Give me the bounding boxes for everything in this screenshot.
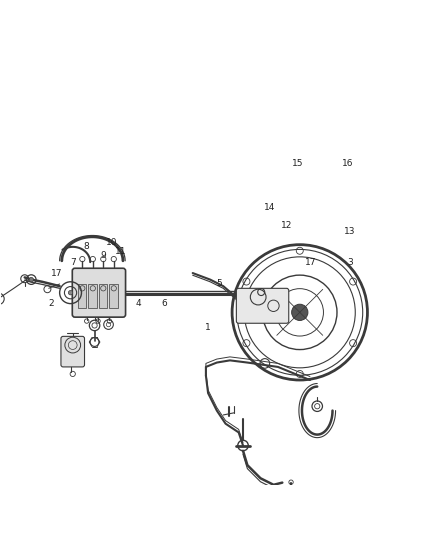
FancyBboxPatch shape — [237, 288, 289, 323]
Text: 8: 8 — [83, 243, 89, 252]
Text: 7: 7 — [70, 257, 76, 266]
FancyBboxPatch shape — [61, 336, 85, 367]
Text: 17: 17 — [51, 269, 62, 278]
Text: 15: 15 — [292, 159, 304, 168]
Text: 10: 10 — [106, 238, 118, 247]
Circle shape — [292, 304, 308, 320]
Text: 9: 9 — [100, 251, 106, 260]
Text: 14: 14 — [264, 203, 275, 212]
FancyBboxPatch shape — [72, 268, 126, 317]
Circle shape — [29, 277, 33, 282]
Text: 12: 12 — [281, 221, 292, 230]
FancyBboxPatch shape — [78, 284, 86, 309]
FancyBboxPatch shape — [99, 284, 107, 309]
FancyBboxPatch shape — [110, 284, 118, 309]
Text: 4: 4 — [135, 299, 141, 308]
Circle shape — [68, 290, 73, 295]
Text: 2: 2 — [48, 299, 54, 308]
FancyBboxPatch shape — [88, 284, 97, 309]
Text: 17: 17 — [305, 257, 316, 266]
Text: 1: 1 — [205, 323, 211, 332]
Text: 11: 11 — [115, 247, 127, 256]
Text: 16: 16 — [342, 159, 353, 168]
Text: 3: 3 — [347, 257, 353, 266]
Text: 5: 5 — [216, 279, 222, 288]
Text: 13: 13 — [344, 227, 356, 236]
Text: 6: 6 — [162, 299, 167, 308]
